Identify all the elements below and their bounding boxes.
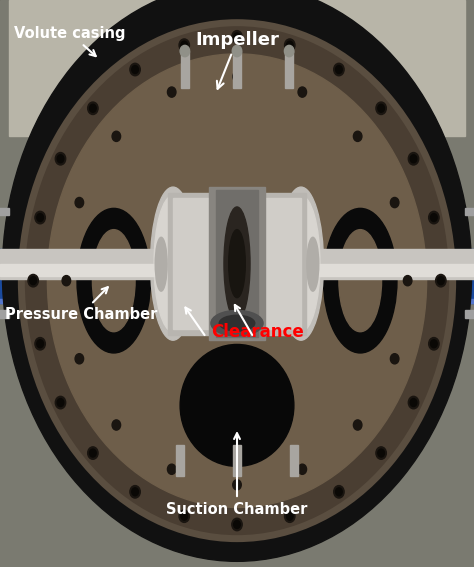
Circle shape	[57, 155, 64, 163]
Circle shape	[55, 396, 66, 409]
Bar	[216, 190, 258, 337]
Bar	[9, 0, 465, 136]
Circle shape	[21, 23, 453, 539]
Circle shape	[403, 276, 412, 286]
Circle shape	[233, 71, 241, 82]
Circle shape	[298, 87, 307, 97]
Circle shape	[88, 447, 98, 459]
Bar	[209, 187, 265, 340]
Circle shape	[234, 33, 240, 41]
Circle shape	[378, 449, 384, 457]
Circle shape	[354, 420, 362, 430]
Circle shape	[391, 354, 399, 364]
Text: Clearance: Clearance	[211, 323, 304, 341]
Ellipse shape	[228, 230, 246, 298]
Circle shape	[75, 197, 83, 208]
Bar	[285, 51, 293, 88]
Ellipse shape	[282, 196, 320, 332]
Bar	[0, 251, 474, 255]
Circle shape	[234, 521, 240, 528]
Bar	[233, 445, 241, 476]
Circle shape	[286, 41, 293, 49]
Circle shape	[284, 510, 295, 522]
Circle shape	[430, 340, 437, 348]
Circle shape	[181, 41, 188, 49]
Circle shape	[30, 277, 36, 285]
Bar	[318, 249, 474, 279]
Ellipse shape	[154, 196, 192, 332]
Circle shape	[408, 396, 419, 409]
Circle shape	[47, 54, 427, 507]
Circle shape	[298, 464, 307, 475]
Ellipse shape	[339, 230, 382, 332]
Circle shape	[428, 337, 439, 350]
Bar	[0, 249, 156, 279]
Circle shape	[55, 153, 66, 165]
Ellipse shape	[279, 187, 323, 340]
Circle shape	[130, 64, 140, 76]
Circle shape	[336, 66, 342, 74]
Bar	[173, 198, 301, 329]
Circle shape	[132, 488, 138, 496]
Circle shape	[179, 39, 190, 52]
Circle shape	[35, 211, 46, 224]
Bar	[465, 208, 474, 215]
Circle shape	[391, 197, 399, 208]
Circle shape	[112, 420, 120, 430]
Circle shape	[130, 485, 140, 498]
Ellipse shape	[151, 187, 195, 340]
Circle shape	[428, 211, 439, 224]
Text: Impeller: Impeller	[195, 31, 279, 89]
Circle shape	[112, 131, 120, 141]
Circle shape	[334, 485, 344, 498]
Bar	[465, 310, 474, 318]
Ellipse shape	[323, 208, 397, 353]
Ellipse shape	[224, 207, 250, 320]
Ellipse shape	[77, 208, 151, 353]
Bar	[0, 264, 156, 276]
Circle shape	[233, 480, 241, 490]
Circle shape	[378, 104, 384, 112]
Circle shape	[410, 399, 417, 407]
Circle shape	[180, 45, 190, 57]
Bar	[181, 51, 189, 88]
Text: Pressure Chamber: Pressure Chamber	[5, 287, 157, 322]
Circle shape	[430, 214, 437, 222]
Circle shape	[436, 274, 446, 287]
Ellipse shape	[219, 315, 255, 331]
Circle shape	[88, 102, 98, 115]
Circle shape	[284, 45, 294, 57]
Bar	[168, 193, 306, 335]
Circle shape	[132, 66, 138, 74]
Circle shape	[179, 510, 190, 522]
Bar	[0, 310, 9, 318]
Circle shape	[408, 153, 419, 165]
Circle shape	[336, 488, 342, 496]
Circle shape	[376, 102, 386, 115]
Circle shape	[181, 512, 188, 520]
Bar	[318, 264, 474, 276]
Bar	[0, 299, 474, 303]
Bar	[290, 445, 298, 476]
Circle shape	[90, 104, 96, 112]
Circle shape	[62, 276, 71, 286]
Circle shape	[75, 354, 83, 364]
Circle shape	[167, 464, 176, 475]
Circle shape	[354, 131, 362, 141]
Ellipse shape	[211, 311, 263, 336]
Circle shape	[90, 449, 96, 457]
Bar	[176, 445, 184, 476]
Text: Volute casing: Volute casing	[14, 26, 126, 56]
Circle shape	[284, 39, 295, 52]
Circle shape	[334, 64, 344, 76]
Circle shape	[410, 155, 417, 163]
Ellipse shape	[180, 344, 294, 466]
Text: Suction Chamber: Suction Chamber	[166, 433, 308, 517]
Circle shape	[286, 512, 293, 520]
Ellipse shape	[92, 230, 135, 332]
Circle shape	[438, 277, 444, 285]
Ellipse shape	[307, 237, 319, 291]
Circle shape	[167, 87, 176, 97]
Bar	[0, 249, 474, 303]
